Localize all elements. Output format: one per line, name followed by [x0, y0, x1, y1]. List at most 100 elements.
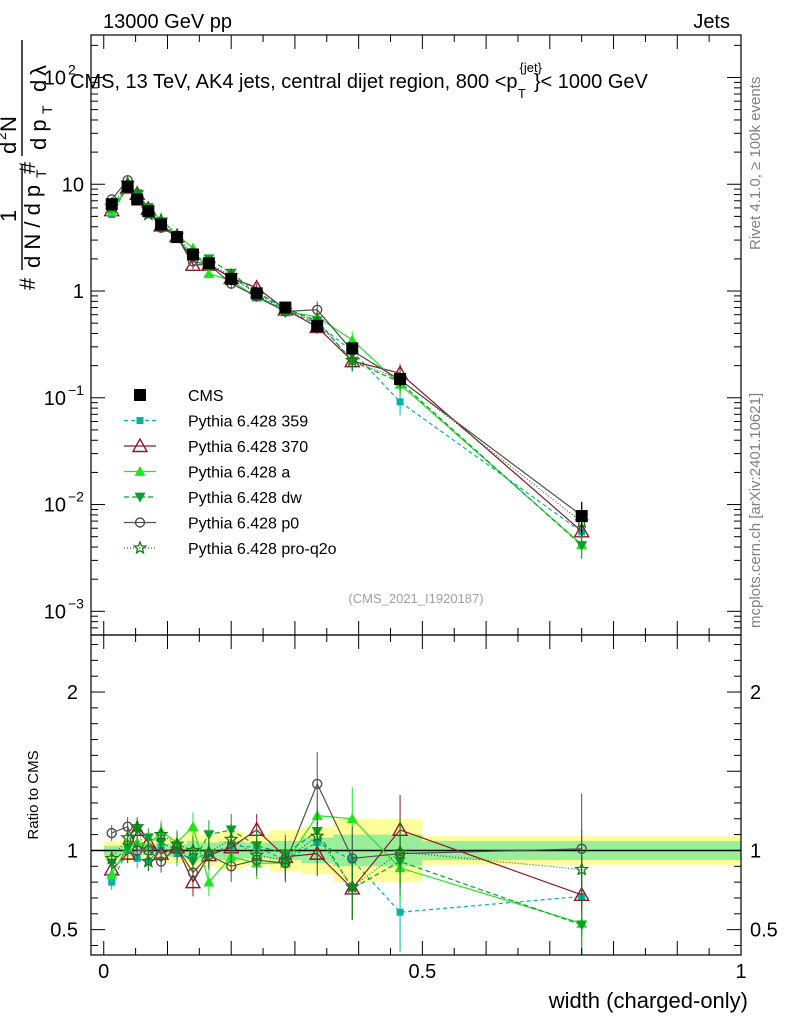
svg-text:λ: λ	[26, 65, 51, 76]
series-point-main	[203, 268, 215, 278]
y-tick-label: 10	[44, 495, 66, 517]
series-point-ratio	[223, 831, 239, 846]
series-point-ratio	[225, 861, 237, 872]
series-point-ratio	[278, 852, 293, 867]
title-sup: {jet}	[520, 60, 543, 75]
series-point-ratio	[576, 920, 588, 931]
legend-label: Pythia 6.428 pro-q2o	[188, 541, 337, 558]
ratio-y-tick-label-right: 0.5	[750, 920, 778, 942]
legend-label: CMS	[188, 388, 224, 405]
data-point	[105, 198, 118, 211]
series-point-ratio	[120, 830, 135, 845]
legend-label: Pythia 6.428 p0	[188, 516, 299, 533]
series-point-ratio	[187, 867, 199, 878]
series-point-ratio	[153, 826, 169, 841]
analysis-id: (CMS_2021_I1920187)	[348, 591, 483, 606]
series-point-main	[344, 352, 360, 367]
data-point	[202, 257, 215, 270]
svg-text:d: d	[26, 80, 51, 92]
series-point-ratio	[106, 827, 117, 839]
svg-text:2: 2	[0, 132, 9, 140]
x-tick-label: 1	[735, 961, 746, 983]
x-tick-label: 0	[98, 961, 109, 983]
series-line-ratio	[111, 825, 582, 888]
data-point	[575, 510, 588, 523]
data-point	[155, 218, 168, 231]
title-sub: T	[518, 86, 526, 101]
legend-marker-data	[134, 389, 146, 401]
ratio-y-tick-label: 0.5	[50, 920, 78, 942]
series-point-ratio	[201, 844, 217, 859]
series-point-ratio	[574, 861, 590, 876]
y-tick-label: 10	[62, 174, 84, 196]
legend-label: Pythia 6.428 a	[188, 465, 290, 482]
series-point-ratio	[129, 818, 145, 833]
series-point-ratio	[140, 853, 156, 868]
legend-marker	[134, 517, 146, 528]
series-point-main	[312, 304, 323, 315]
svg-text:T: T	[39, 105, 55, 114]
x-tick-label: 0.5	[408, 961, 436, 983]
legend-marker	[136, 417, 144, 424]
svg-text:1: 1	[0, 210, 21, 222]
data-point	[142, 205, 155, 218]
title-part-b: }< 1000 GeV	[534, 71, 649, 93]
series-point-main	[396, 398, 404, 406]
y-axis-label: d N / d p T 1 # d 2 N d p T d λ #	[0, 40, 55, 290]
series-point-ratio	[185, 842, 201, 857]
series-point-ratio	[346, 813, 358, 824]
y-tick-exponent: −3	[68, 595, 84, 611]
series-point-ratio	[396, 908, 404, 916]
svg-text:d: d	[0, 142, 21, 154]
side-label-rivet: Rivet 4.1.0, ≥ 100k events	[747, 77, 764, 250]
data-point	[171, 231, 184, 244]
series-point-ratio	[312, 778, 323, 790]
svg-text:d N / d p: d N / d p	[20, 185, 45, 268]
data-point	[311, 320, 324, 333]
data-point	[279, 301, 292, 314]
series-point-ratio	[309, 828, 325, 843]
data-point	[121, 180, 134, 193]
legend-marker	[134, 492, 146, 503]
series-point-ratio	[122, 842, 134, 853]
series-point-ratio	[203, 830, 215, 841]
data-point	[131, 193, 144, 206]
ratio-y-tick-label-right: 1	[750, 840, 761, 862]
chart-title: CMS, 13 TeV, AK4 jets, central dijet reg…	[70, 60, 649, 101]
data-point	[394, 372, 407, 385]
y-tick-label: 10	[44, 388, 66, 410]
series-point-ratio	[309, 845, 326, 860]
svg-text:#: #	[15, 161, 40, 174]
y-tick-exponent: 2	[68, 61, 76, 77]
svg-text:d p: d p	[26, 119, 51, 150]
y-tick-exponent: −1	[68, 382, 84, 398]
svg-text:T: T	[33, 169, 49, 178]
series-point-ratio	[203, 876, 215, 887]
side-label-mcplots: mcplots.cern.ch [arXiv:2401.10621]	[747, 393, 764, 628]
ratio-y-label: Ratio to CMS	[25, 750, 42, 839]
svg-text:#: #	[15, 277, 40, 290]
ratio-y-tick-label-right: 2	[750, 682, 761, 704]
series-point-ratio	[142, 833, 154, 844]
legend-marker	[134, 466, 146, 476]
legend-marker	[132, 540, 148, 555]
series-point-ratio	[155, 856, 167, 867]
series-point-ratio	[392, 844, 408, 859]
series-point-ratio	[184, 873, 202, 889]
ratio-y-tick-label: 2	[67, 682, 78, 704]
legend-marker	[131, 437, 149, 453]
series-point-ratio	[187, 821, 199, 832]
header-left: 13000 GeV pp	[103, 11, 232, 33]
series-point-ratio	[169, 836, 185, 851]
ratio-y-tick-label: 1	[67, 840, 78, 862]
svg-text:CMS, 13 TeV, AK4 jets, central: CMS, 13 TeV, AK4 jets, central dijet reg…	[70, 60, 649, 101]
y-tick-label: 10	[44, 67, 66, 89]
data-point	[186, 248, 199, 261]
y-tick-exponent: −2	[68, 489, 84, 505]
ratio-frame	[90, 634, 742, 956]
data-point	[225, 272, 238, 285]
svg-text:N: N	[0, 116, 21, 132]
legend-label: Pythia 6.428 dw	[188, 490, 302, 507]
series-point-main	[346, 334, 358, 345]
